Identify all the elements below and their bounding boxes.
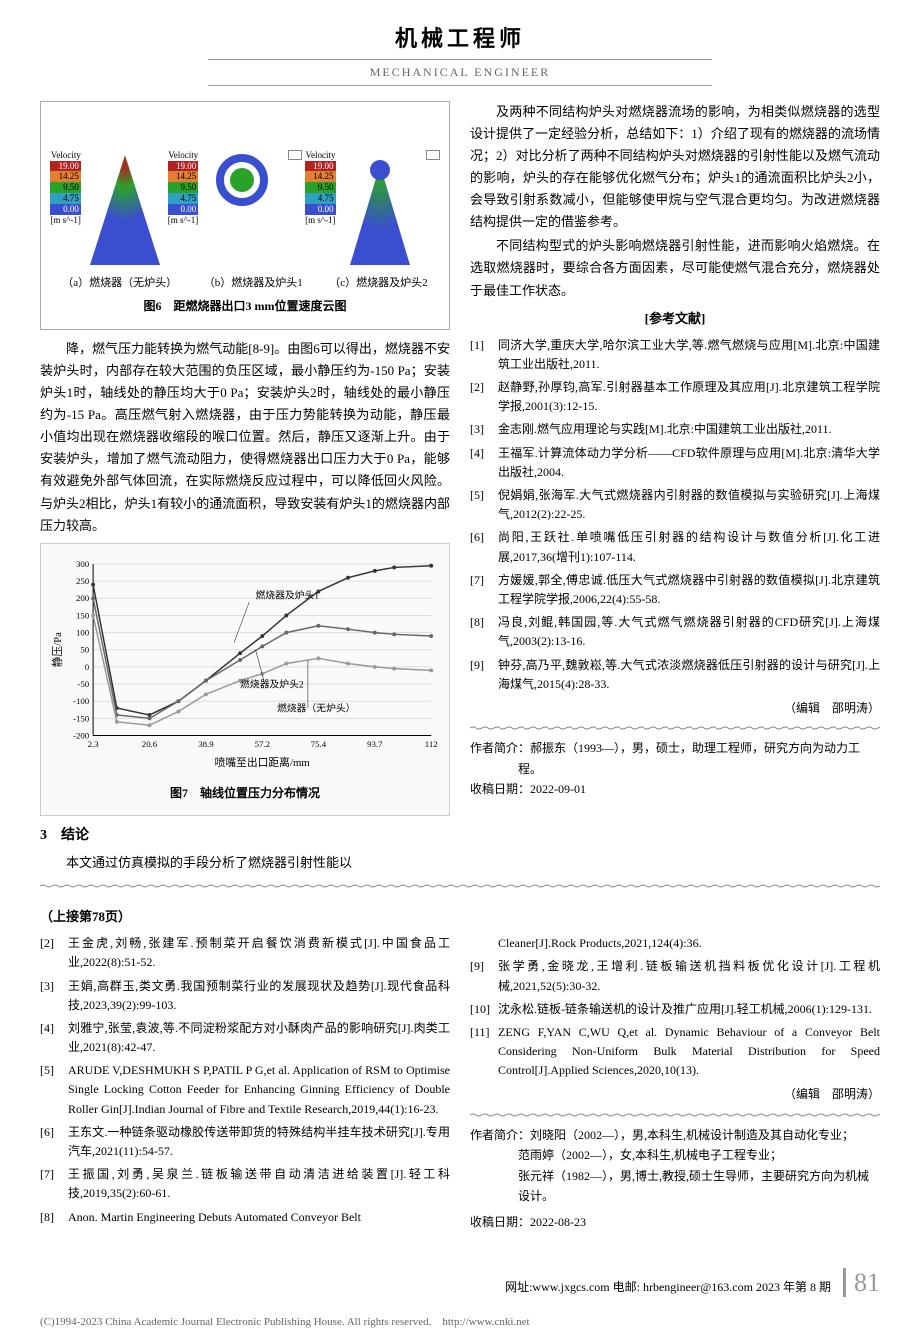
- journal-header: 机械工程师 MECHANICAL ENGINEER: [40, 20, 880, 86]
- author-bio-1: 作者简介：郝振东（1993—），男，硕士，助理工程师，研究方向为动力工程。 收稿…: [470, 738, 880, 799]
- reference-item: [4]王福军.计算流体动力学分析——CFD软件原理与应用[M].北京:清华大学出…: [470, 444, 880, 482]
- journal-subtitle: MECHANICAL ENGINEER: [208, 59, 712, 85]
- panel-label-a: （a）燃烧器（无炉头）: [62, 274, 177, 293]
- svg-text:93.7: 93.7: [367, 739, 383, 749]
- page-footer: 网址:www.jxgcs.com 电邮: hrbengineer@163.com…: [40, 1253, 880, 1305]
- copyright: (C)1994-2023 China Academic Journal Elec…: [40, 1313, 880, 1332]
- svg-text:150: 150: [76, 610, 90, 620]
- continued-right: Cleaner[J].Rock Products,2021,124(4):36.…: [470, 934, 880, 1233]
- divider: [40, 884, 880, 888]
- reference-item: [3]金志刚.燃气应用理论与实践[M].北京:中国建筑工业出版社,2011.: [470, 420, 880, 439]
- reference-item: [2]赵静野,孙厚钧,高军.引射器基本工作原理及其应用[J].北京建筑工程学院学…: [470, 378, 880, 416]
- panel-label-b: （b）燃烧器及炉头1: [204, 274, 303, 293]
- pressure-chart: -200-150-100-500501001502002503002.320.6…: [49, 552, 441, 772]
- main-columns: Velocity 19.00 14.25 9.50 4.75 0.00 [m s…: [40, 101, 880, 876]
- velocity-cone-b: [202, 150, 282, 270]
- section-3-text: 本文通过仿真模拟的手段分析了燃烧器引射性能以: [40, 852, 450, 874]
- panel-label-c: （c）燃烧器及炉头2: [329, 274, 427, 293]
- reference-item: [5]倪娟娟,张海军.大气式燃烧器内引射器的数值模拟与实验研究[J].上海煤气,…: [470, 486, 880, 524]
- reference-item: Cleaner[J].Rock Products,2021,124(4):36.: [470, 934, 880, 953]
- reference-item: [7]方媛媛,郭全,傅忠诚.低压大气式燃烧器中引射器的数值模拟[J].北京建筑工…: [470, 571, 880, 609]
- body-right-2: 不同结构型式的炉头影响燃烧器引射性能，进而影响火焰燃烧。在选取燃烧器时，要综合各…: [470, 235, 880, 301]
- reference-item: [9]钟芬,高乃平,魏敦崧,等.大气式浓淡燃烧器低压引射器的设计与研究[J].上…: [470, 656, 880, 694]
- svg-text:燃烧器及炉头2: 燃烧器及炉头2: [240, 677, 304, 690]
- svg-text:112: 112: [425, 739, 438, 749]
- svg-text:0: 0: [85, 662, 90, 672]
- svg-text:250: 250: [76, 576, 90, 586]
- page-number: 81: [843, 1268, 880, 1297]
- reference-item: [9]张学勇,金晓龙,王增利.链板输送机挡料板优化设计[J].工程机械,2021…: [470, 957, 880, 995]
- reference-item: [8]Anon. Martin Engineering Debuts Autom…: [40, 1208, 450, 1227]
- right-column: 及两种不同结构炉头对燃烧器流场的影响，为相类似燃烧器的选型设计提供了一定经验分析…: [470, 101, 880, 876]
- divider: [470, 1113, 880, 1117]
- left-column: Velocity 19.00 14.25 9.50 4.75 0.00 [m s…: [40, 101, 450, 876]
- editor-note-2: （编辑 邵明涛）: [470, 1084, 880, 1104]
- continued-left: [2]王金虎,刘畅,张建军.预制菜开启餐饮消费新模式[J].中国食品工业,202…: [40, 934, 450, 1233]
- reference-item: [8]冯良,刘鲲,韩国园,等.大气式燃气燃烧器引射器的CFD研究[J].上海煤气…: [470, 613, 880, 651]
- velocity-cone-a: [85, 150, 165, 270]
- svg-text:喷嘴至出口距离/mm: 喷嘴至出口距离/mm: [215, 756, 311, 769]
- reference-item: [2]王金虎,刘畅,张建军.预制菜开启餐饮消费新模式[J].中国食品工业,202…: [40, 934, 450, 972]
- svg-text:-150: -150: [73, 713, 90, 723]
- figure-7: -200-150-100-500501001502002503002.320.6…: [40, 543, 450, 816]
- legend-square: [288, 150, 302, 160]
- reference-item: [5]ARUDE V,DESHMUKH S P,PATIL P G,et al.…: [40, 1061, 450, 1119]
- figure-6: Velocity 19.00 14.25 9.50 4.75 0.00 [m s…: [40, 101, 450, 330]
- velocity-cone-c: [340, 150, 420, 270]
- svg-text:300: 300: [76, 559, 90, 569]
- svg-text:燃烧器及炉头1: 燃烧器及炉头1: [256, 588, 320, 601]
- author-bio-2: 作者简介：刘晓阳（2002—），男,本科生,机械设计制造及其自动化专业；范雨婷（…: [470, 1125, 880, 1207]
- svg-text:57.2: 57.2: [255, 739, 270, 749]
- footer-url: 网址:www.jxgcs.com 电邮: hrbengineer@163.com…: [505, 1280, 831, 1294]
- body-right-1: 及两种不同结构炉头对燃烧器流场的影响，为相类似燃烧器的选型设计提供了一定经验分析…: [470, 101, 880, 234]
- svg-text:50: 50: [80, 644, 89, 654]
- reference-item: [3]王娟,高群玉,类文勇.我国预制菜行业的发展现状及趋势[J].现代食品科技,…: [40, 977, 450, 1015]
- reference-item: [6]尚阳,王跃社.单喷嘴低压引射器的结构设计与数值分析[J].化工进展,201…: [470, 528, 880, 566]
- reference-item: [1]同济大学,重庆大学,哈尔滨工业大学,等.燃气燃烧与应用[M].北京:中国建…: [470, 336, 880, 374]
- section-3-heading: 3 结论: [40, 824, 450, 848]
- svg-text:-100: -100: [73, 696, 90, 706]
- divider: [470, 726, 880, 730]
- reference-item: [10]沈永松.链板-链条输送机的设计及推广应用[J].轻工机械,2006(1)…: [470, 1000, 880, 1019]
- figure-7-caption: 图7 轴线位置压力分布情况: [49, 783, 441, 803]
- receipt-date-2: 收稿日期：2022-08-23: [470, 1212, 880, 1232]
- references-list: [1]同济大学,重庆大学,哈尔滨工业大学,等.燃气燃烧与应用[M].北京:中国建…: [470, 336, 880, 694]
- reference-item: [6]王东文.一种链条驱动橡胶传送带卸货的特殊结构半挂车技术研究[J].专用汽车…: [40, 1123, 450, 1161]
- velocity-scale: Velocity 19.00 14.25 9.50 4.75 0.00 [m s…: [50, 150, 80, 270]
- continued-section: （上接第78页） [2]王金虎,刘畅,张建军.预制菜开启餐饮消费新模式[J].中…: [40, 898, 880, 1233]
- body-text: 降，燃气压力能转换为燃气动能[8-9]。由图6可以得出，燃烧器不安装炉头时，内部…: [40, 338, 450, 537]
- svg-text:75.4: 75.4: [311, 739, 327, 749]
- figure-6-caption: 图6 距燃烧器出口3 mm位置速度云图: [49, 296, 441, 316]
- svg-text:燃烧器（无炉头）: 燃烧器（无炉头）: [277, 701, 355, 714]
- editor-note-1: （编辑 邵明涛）: [470, 698, 880, 718]
- continued-heading: （上接第78页）: [40, 906, 880, 928]
- reference-item: [4]刘雅宁,张莹,袁波,等.不同淀粉浆配方对小酥肉产品的影响研究[J].肉类工…: [40, 1019, 450, 1057]
- svg-text:-50: -50: [77, 679, 89, 689]
- reference-item: [11]ZENG F,YAN C,WU Q,et al. Dynamic Beh…: [470, 1023, 880, 1081]
- svg-text:20.6: 20.6: [142, 739, 158, 749]
- reference-item: [7]王振国,刘勇,吴泉兰.链板输送带自动清洁进给装置[J].轻工科技,2019…: [40, 1165, 450, 1203]
- journal-title: 机械工程师: [40, 20, 880, 57]
- references-heading: [参考文献]: [470, 308, 880, 330]
- svg-text:静压/Pa: 静压/Pa: [51, 632, 64, 668]
- svg-text:100: 100: [76, 627, 90, 637]
- svg-text:2.3: 2.3: [88, 739, 100, 749]
- svg-text:38.9: 38.9: [198, 739, 214, 749]
- svg-text:200: 200: [76, 593, 90, 603]
